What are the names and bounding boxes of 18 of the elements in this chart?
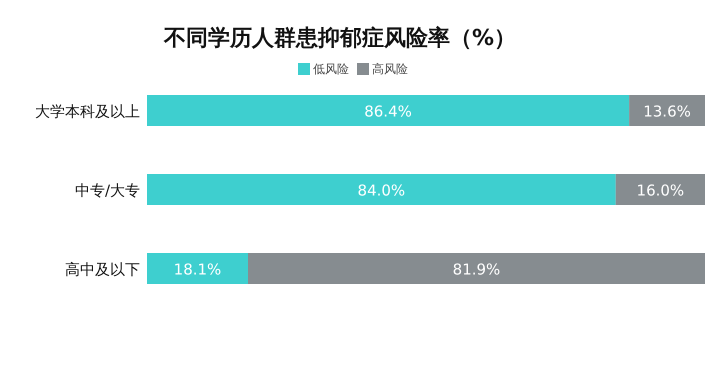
legend-label: 高风险 bbox=[372, 62, 408, 76]
data-label: 81.9% bbox=[452, 260, 500, 278]
chart-title: 不同学历人群患抑郁症风险率（%） bbox=[162, 25, 516, 51]
bar bbox=[147, 253, 248, 284]
legend-label: 低风险 bbox=[313, 62, 349, 76]
bar bbox=[147, 174, 616, 205]
data-label: 18.1% bbox=[174, 260, 222, 278]
y-tick-label: 中专/大专 bbox=[74, 182, 140, 200]
bar bbox=[629, 95, 705, 126]
bar bbox=[616, 174, 705, 205]
y-tick-label: 大学本科及以上 bbox=[35, 102, 140, 120]
y-tick-label: 高中及以下 bbox=[65, 260, 140, 278]
data-label: 86.4% bbox=[364, 102, 412, 120]
data-label: 16.0% bbox=[636, 182, 684, 200]
bar bbox=[248, 253, 705, 284]
bar bbox=[147, 95, 630, 126]
data-label: 84.0% bbox=[358, 182, 406, 200]
data-label: 13.6% bbox=[643, 102, 691, 120]
